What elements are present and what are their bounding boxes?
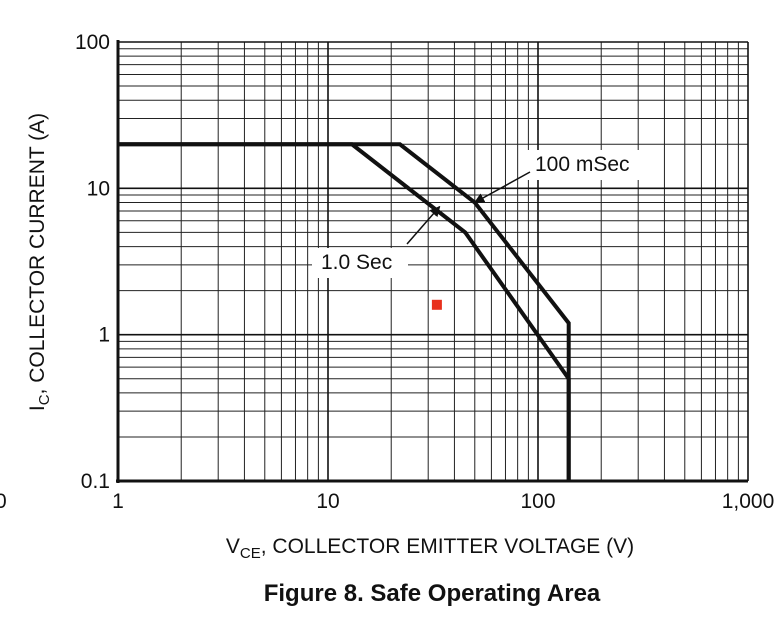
minor-grid — [118, 42, 748, 481]
annotation-background — [526, 150, 646, 180]
y-tick-label: 0.1 — [81, 470, 110, 493]
figure-caption: Figure 8. Safe Operating Area — [264, 580, 601, 607]
y-tick-label: 10 — [87, 177, 110, 200]
annotation-background — [312, 248, 408, 278]
annotation-label: 100 mSec — [535, 153, 630, 176]
edge-label: 0 — [0, 490, 7, 513]
red-marker — [431, 299, 442, 310]
y-tick-label: 100 — [75, 31, 110, 54]
y-axis-title: IC, COLLECTOR CURRENT (A) — [26, 113, 53, 411]
major-grid — [116, 40, 749, 483]
annotation-arrow — [406, 205, 441, 245]
annotation-layer: 100 mSec 1.0 Sec — [312, 150, 646, 310]
y-tick-label: 1 — [98, 324, 110, 347]
x-tick-label: 100 — [520, 490, 555, 513]
x-axis-title: VCE, COLLECTOR EMITTER VOLTAGE (V) — [226, 535, 634, 562]
annotation-label: 1.0 Sec — [321, 251, 392, 274]
x-tick-label: 1,000 — [722, 490, 775, 513]
x-tick-label: 10 — [316, 490, 339, 513]
x-tick-label: 1 — [112, 490, 124, 513]
soa-curve-2 — [118, 142, 571, 481]
annotation-arrow — [473, 171, 531, 204]
